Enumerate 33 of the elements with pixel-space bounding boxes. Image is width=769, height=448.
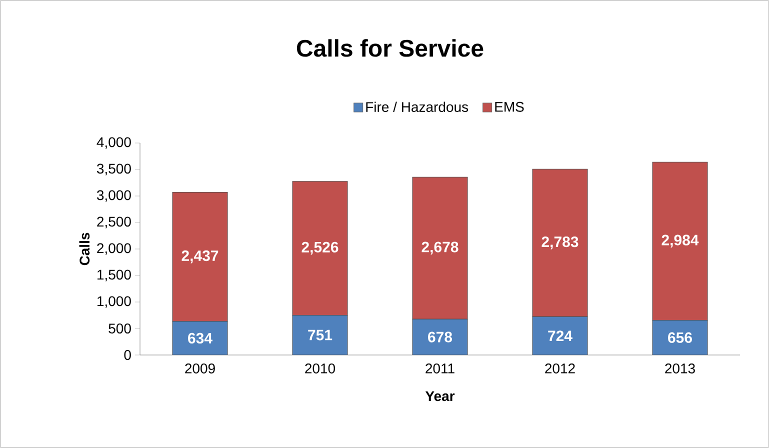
y-tick-label: 3,500 [96, 164, 131, 176]
y-tick-label: 2,500 [97, 216, 131, 228]
data-label: 2,783 [542, 236, 578, 250]
data-label: 2,678 [422, 242, 458, 254]
x-tick-label: 2009 [185, 364, 215, 374]
x-tick-label: 2010 [305, 364, 336, 374]
data-label: 751 [308, 330, 332, 340]
data-label: 724 [548, 330, 572, 342]
y-tick-label: 1,500 [98, 270, 131, 282]
y-tick-label: 0 [124, 350, 131, 360]
bar [532, 316, 588, 355]
bar [412, 318, 468, 355]
data-label: 2,526 [302, 242, 338, 255]
data-label: 634 [188, 332, 212, 344]
legend-label: EMS [495, 102, 524, 112]
y-tick-label: 3,000 [96, 190, 131, 202]
bar [292, 314, 348, 355]
y-axis-title: Calls [79, 232, 90, 266]
x-axis-title: Year [425, 391, 455, 402]
x-tick-label: 2011 [426, 364, 454, 374]
data-label: 656 [668, 332, 692, 343]
y-tick-label: 2,000 [97, 243, 131, 255]
data-label: 2,984 [662, 234, 699, 248]
y-tick-label: 1,000 [98, 296, 131, 308]
legend-label: Fire / Hazardous [366, 102, 468, 112]
y-tick-label: 4,000 [96, 137, 131, 149]
y-tick-label: 500 [108, 324, 131, 334]
data-label: 678 [428, 332, 452, 342]
x-tick-label: 2013 [665, 364, 695, 374]
chart-title: Calls for Service [296, 39, 484, 57]
bar [172, 321, 228, 355]
x-tick-label: 2012 [545, 364, 575, 374]
data-label: 2,437 [182, 250, 218, 264]
